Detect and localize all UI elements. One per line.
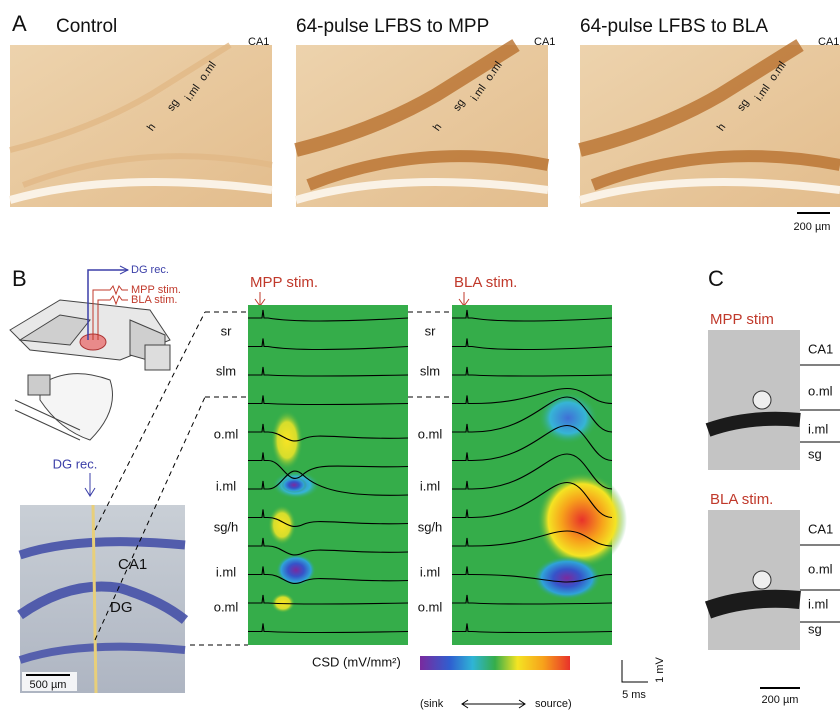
layer-label: o.ml: [214, 426, 239, 441]
panel-label: A: [12, 11, 27, 36]
cell: [753, 391, 771, 409]
layer-label: i.ml: [808, 596, 828, 611]
layer-label: sr: [221, 323, 233, 338]
csd-blob: [537, 472, 627, 568]
histology: DG rec. CA1 DG 500 µm: [20, 456, 185, 693]
stim-arrow: [255, 292, 265, 306]
region-label: CA1: [118, 556, 147, 573]
csd-title: BLA stim.: [454, 274, 517, 291]
scale-label: 200 µm: [762, 694, 799, 706]
layer-label: sg/h: [214, 519, 239, 534]
layer-label: o.ml: [808, 383, 833, 398]
csd-title: MPP stim.: [250, 274, 318, 291]
layer-label: CA1: [818, 36, 839, 48]
colorbar-end: source): [535, 698, 572, 710]
layer-label: sr: [425, 323, 437, 338]
image-title: MPP stim: [710, 311, 774, 328]
figure: -101 A ControlCA1o.mli.mlsgh64-pulse LFB…: [0, 0, 840, 713]
image-title: BLA stim.: [710, 491, 773, 508]
schematic: DG rec. MPP stim. BLA stim.: [10, 264, 181, 440]
layer-label: i.ml: [216, 478, 236, 493]
schematic-label: BLA stim.: [131, 294, 177, 306]
colorbar: CSD (mV/mm²) (sink source): [312, 654, 572, 709]
layer-label: i.ml: [216, 564, 236, 579]
image-title: 64-pulse LFBS to BLA: [580, 16, 768, 37]
csd-blob: [276, 554, 316, 586]
csd-map: [248, 305, 408, 645]
cell: [753, 571, 771, 589]
layer-label: sg/h: [418, 519, 443, 534]
image-title: Control: [56, 16, 117, 37]
layer-label: CA1: [534, 36, 555, 48]
csd-blob: [281, 477, 307, 493]
region-label: DG: [110, 599, 133, 616]
layer-label: sg: [808, 621, 822, 636]
csd-panels: MPP stim. sr slm o.ml i.ml sg/h i.ml o.ml BLA st…: [214, 274, 627, 645]
csd-blob: [538, 392, 598, 444]
layer-label: i.ml: [420, 478, 440, 493]
layer-label: CA1: [808, 341, 833, 356]
scale-label: 1 mV: [654, 657, 666, 683]
panel-label: B: [12, 266, 27, 291]
layer-label: i.ml: [808, 421, 828, 436]
csd-blob: [268, 505, 296, 545]
scale-label: 5 ms: [622, 689, 646, 701]
schematic-label: DG rec.: [131, 264, 169, 276]
layer-label: i.ml: [420, 564, 440, 579]
stim-arrow: [459, 292, 469, 306]
layer-label: CA1: [248, 36, 269, 48]
layer-label: slm: [420, 363, 440, 378]
colorbar-label: CSD (mV/mm²): [312, 654, 401, 669]
colorbar-end: (sink: [420, 698, 444, 710]
recording-label: DG rec.: [53, 456, 98, 471]
panel-c: MPP stim CA1 o.ml i.ml sg BLA stim. CA1 o.ml i.m…: [708, 311, 840, 650]
layer-label: slm: [216, 363, 236, 378]
layer-label: o.ml: [418, 599, 443, 614]
panel-label: C: [708, 266, 724, 291]
layer-label: o.ml: [214, 599, 239, 614]
csd-blob: [271, 410, 303, 470]
layer-label: CA1: [808, 521, 833, 536]
image-title: 64-pulse LFBS to MPP: [296, 16, 489, 37]
scale-label: 200 µm: [794, 221, 831, 233]
scale-bar: [622, 660, 648, 682]
layer-label: o.ml: [418, 426, 443, 441]
layer-label: sg: [808, 446, 822, 461]
layer-label: o.ml: [808, 561, 833, 576]
scale-label: 500 µm: [30, 679, 67, 691]
